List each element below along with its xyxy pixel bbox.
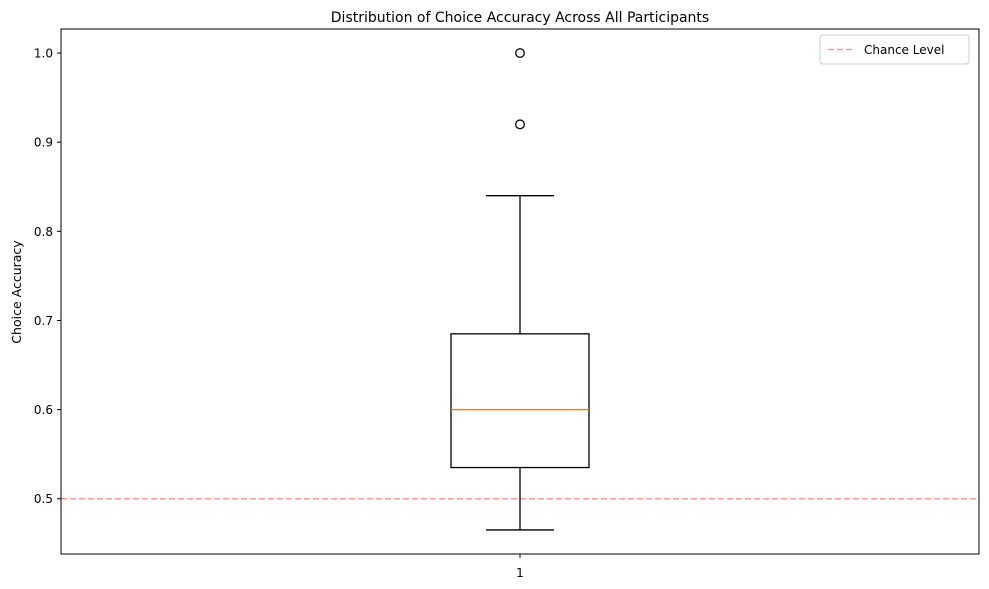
outlier-point xyxy=(515,119,525,130)
interquartile-box xyxy=(450,333,590,469)
plot-area: 0.5 0.6 0.7 0.8 0.9 1.0 1 Chance Level xyxy=(34,28,980,580)
y-tick-label: 0.8 xyxy=(34,225,53,239)
y-tick-label: 0.5 xyxy=(34,492,53,506)
outlier-point xyxy=(515,48,525,59)
legend-box xyxy=(819,34,970,65)
legend-label: Chance Level xyxy=(864,43,944,57)
y-tick-label: 0.9 xyxy=(34,136,53,150)
y-tick-label: 0.6 xyxy=(34,403,53,417)
y-tick-label: 1.0 xyxy=(34,47,53,61)
y-axis-label: Choice Accuracy xyxy=(9,240,24,344)
legend: Chance Level xyxy=(819,34,970,65)
x-tick-label: 1 xyxy=(516,566,524,580)
y-tick-label: 0.7 xyxy=(34,314,53,328)
chart-title: Distribution of Choice Accuracy Across A… xyxy=(331,10,709,26)
